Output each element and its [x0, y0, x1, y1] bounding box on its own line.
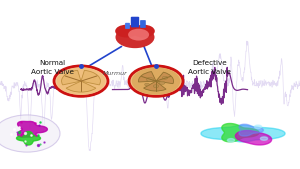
Circle shape [0, 115, 60, 152]
Circle shape [115, 25, 138, 38]
FancyBboxPatch shape [131, 17, 139, 27]
Circle shape [57, 67, 105, 95]
Text: Normal
Aortic Valve: Normal Aortic Valve [31, 60, 74, 75]
Circle shape [132, 25, 155, 38]
Wedge shape [156, 72, 173, 84]
FancyBboxPatch shape [125, 23, 130, 29]
Polygon shape [16, 131, 40, 145]
FancyBboxPatch shape [140, 20, 146, 28]
Circle shape [128, 29, 149, 41]
Wedge shape [139, 71, 156, 82]
Wedge shape [61, 70, 81, 85]
Polygon shape [18, 121, 47, 137]
Polygon shape [227, 139, 235, 142]
Wedge shape [81, 70, 100, 85]
Text: Murmur: Murmur [103, 71, 128, 76]
Circle shape [162, 76, 168, 79]
Polygon shape [201, 125, 285, 142]
Circle shape [145, 83, 149, 86]
Circle shape [146, 77, 154, 81]
Circle shape [132, 67, 180, 95]
Wedge shape [144, 81, 166, 91]
Polygon shape [260, 137, 268, 140]
Circle shape [153, 85, 159, 88]
Circle shape [129, 66, 183, 96]
Polygon shape [236, 130, 272, 145]
Polygon shape [254, 125, 262, 128]
Wedge shape [66, 81, 96, 92]
Circle shape [116, 26, 154, 48]
Circle shape [159, 81, 165, 84]
Polygon shape [239, 124, 263, 136]
Text: Defective
Aortic Valve: Defective Aortic Valve [188, 60, 232, 75]
Circle shape [54, 66, 108, 96]
Polygon shape [222, 124, 259, 142]
